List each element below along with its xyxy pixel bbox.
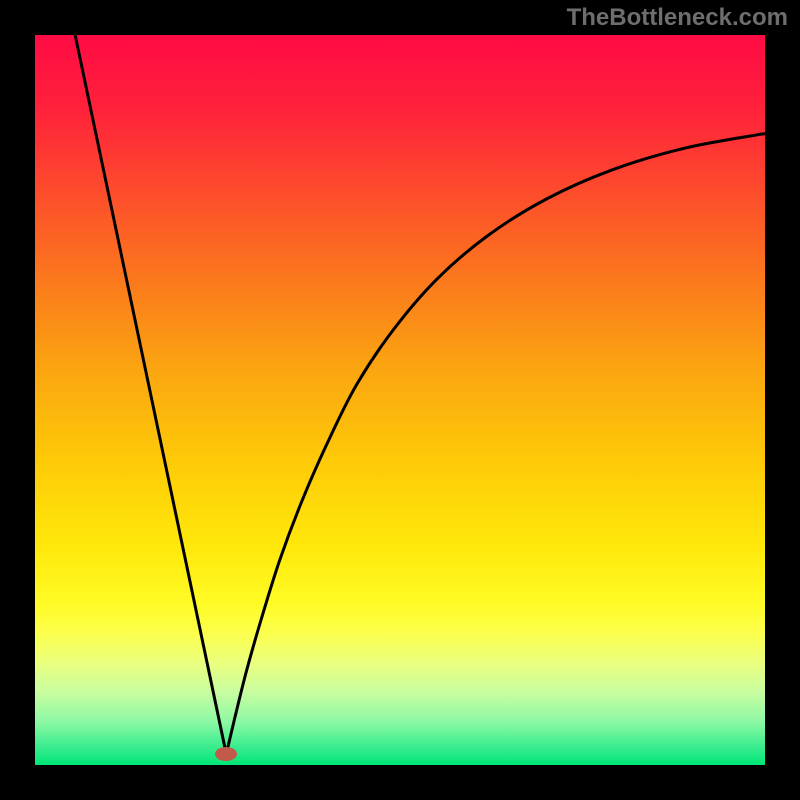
chart-frame: TheBottleneck.com (0, 0, 800, 800)
watermark-text: TheBottleneck.com (567, 4, 788, 32)
plot-area (35, 35, 765, 765)
bottleneck-curve (35, 35, 765, 765)
minimum-marker (213, 745, 239, 763)
